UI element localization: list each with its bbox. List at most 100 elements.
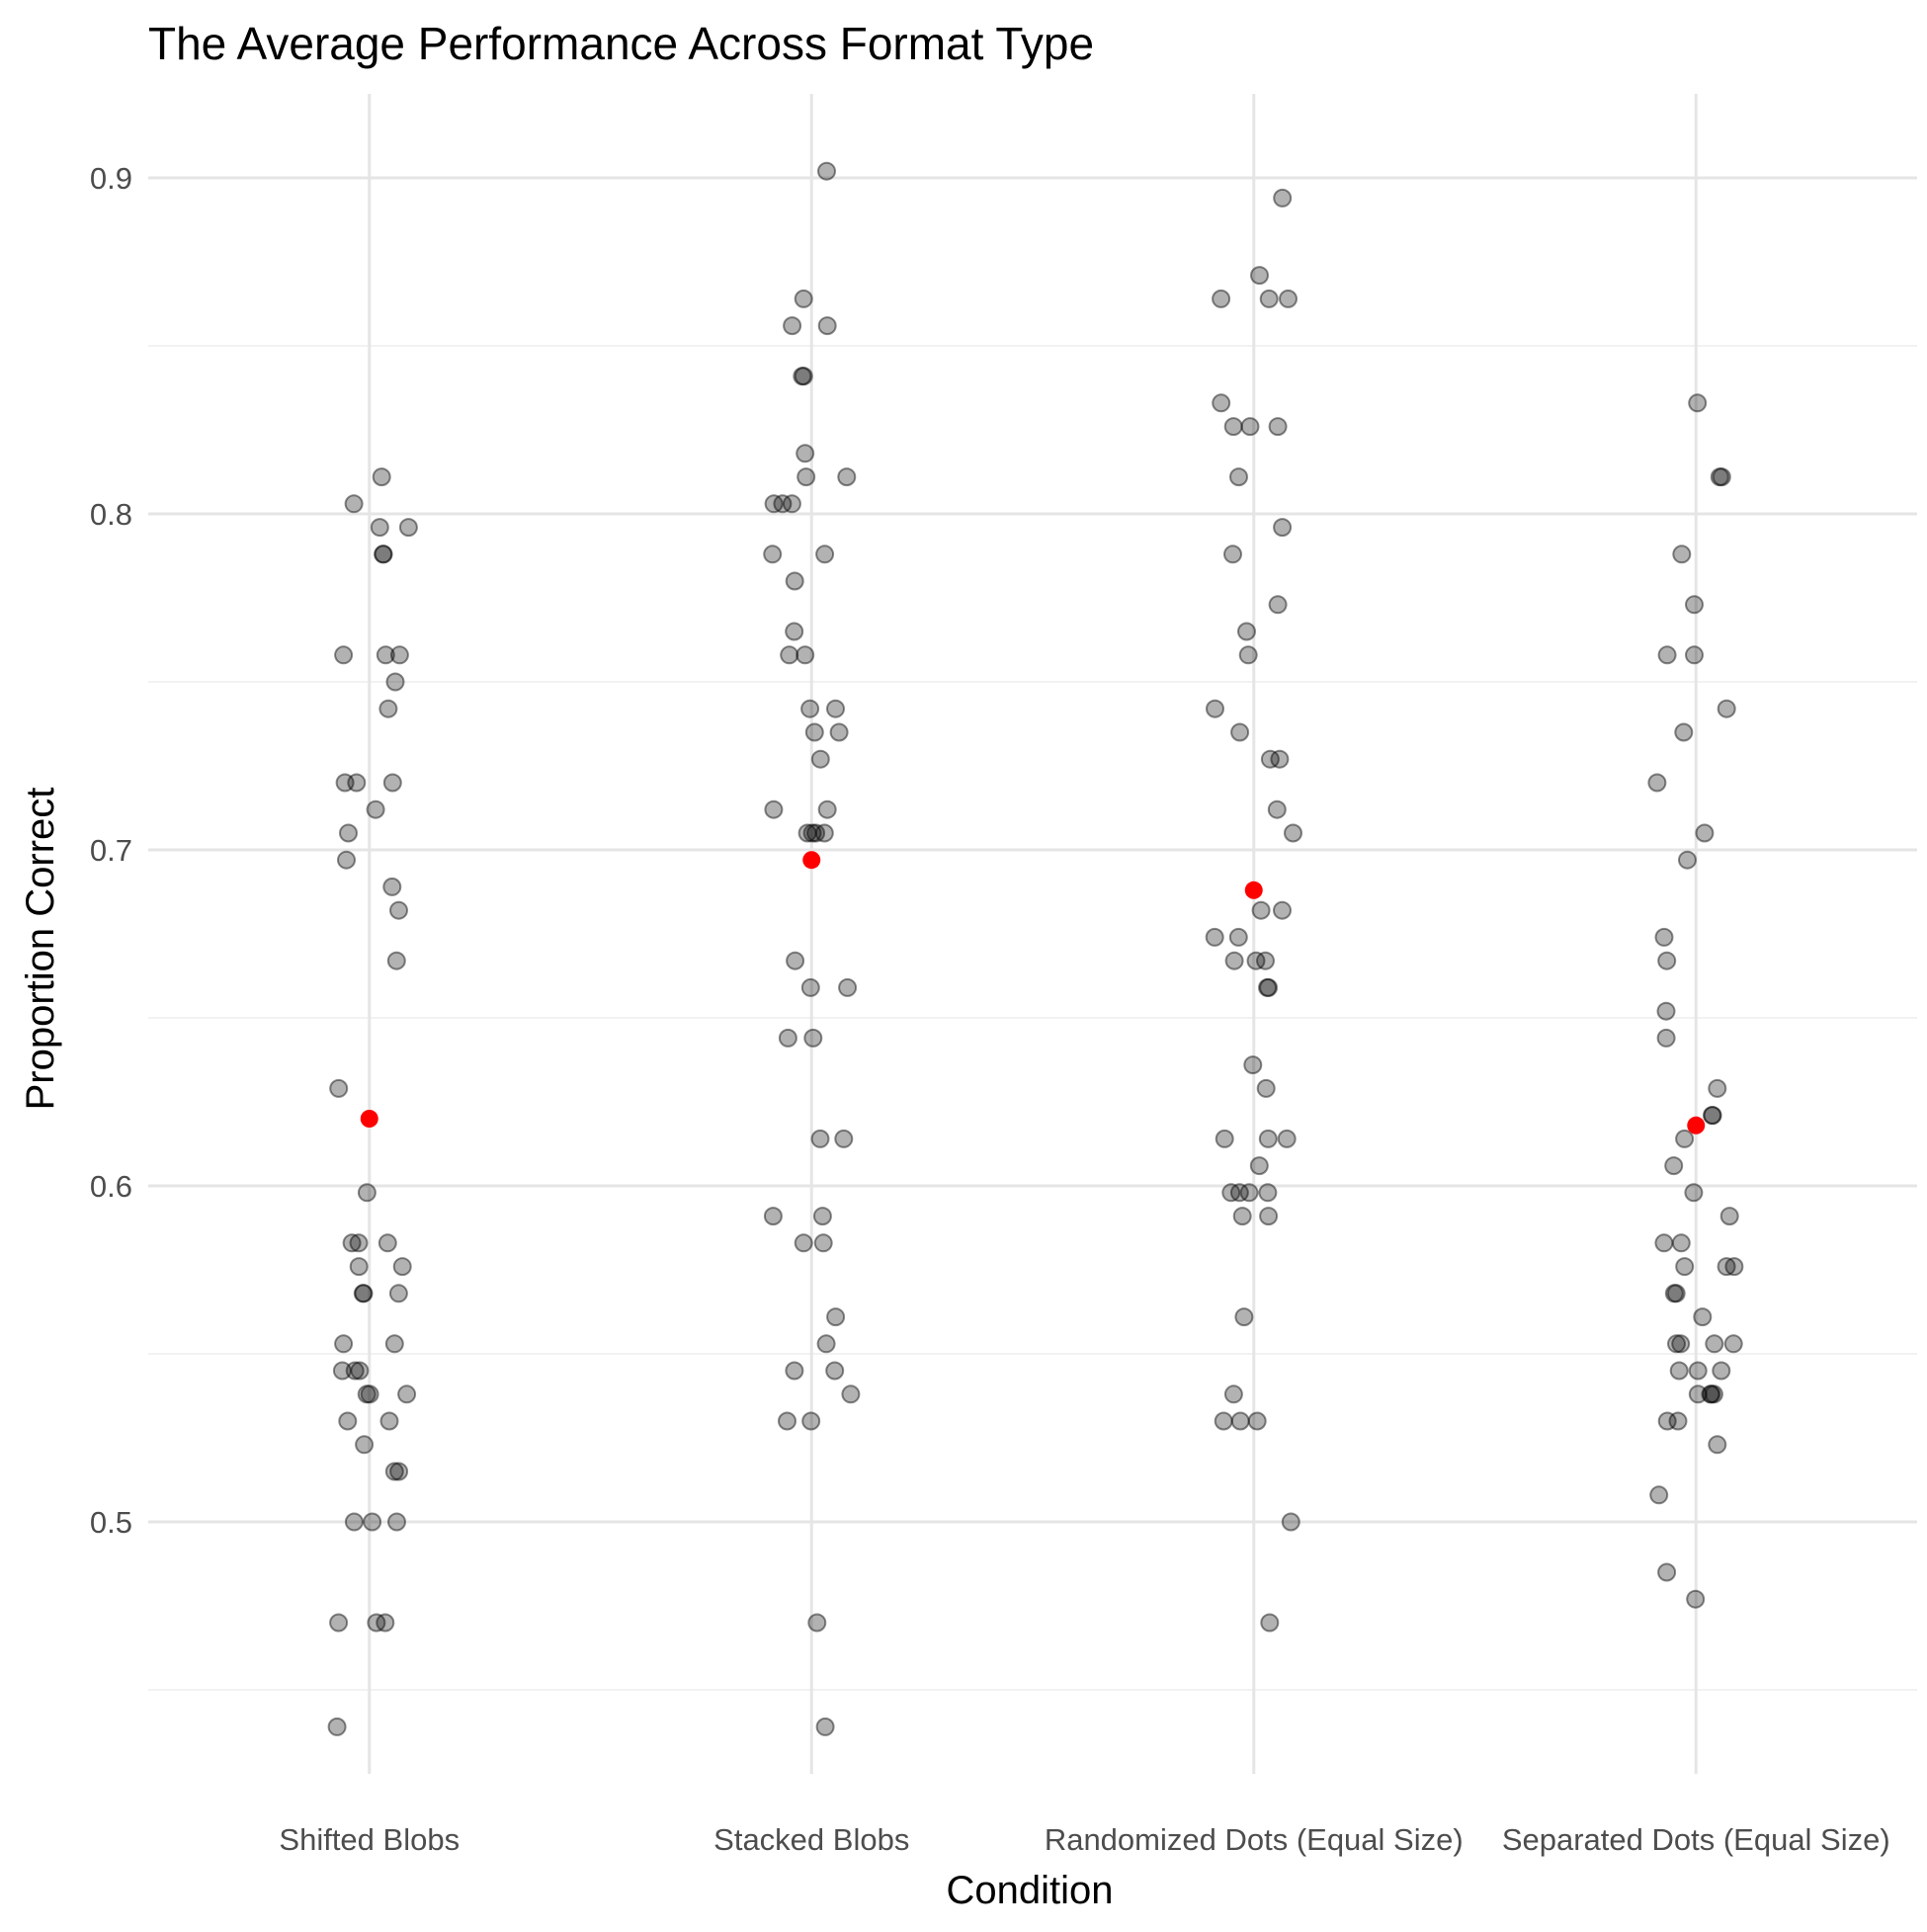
data-point [1686, 1589, 1706, 1609]
data-point [825, 1361, 845, 1381]
data-point [392, 1257, 412, 1277]
data-point [764, 494, 784, 514]
data-point [813, 1233, 833, 1253]
data-point [1237, 622, 1256, 641]
data-point [338, 1411, 358, 1431]
data-point [1703, 1106, 1721, 1126]
data-point [355, 1435, 375, 1455]
mean-point [802, 851, 821, 870]
data-point [1206, 699, 1224, 718]
data-point [1260, 749, 1280, 769]
data-point [339, 823, 358, 843]
data-point [794, 1233, 813, 1253]
data-point [357, 1385, 377, 1404]
data-point [1708, 1435, 1727, 1455]
data-point [335, 773, 355, 793]
data-point [1258, 1183, 1278, 1203]
data-point [379, 1411, 399, 1431]
data-point [329, 1078, 349, 1098]
data-point [1212, 393, 1231, 413]
data-point [1212, 289, 1231, 308]
data-point [815, 1717, 835, 1736]
data-point [1268, 595, 1288, 615]
data-point [1685, 595, 1704, 615]
data-point [764, 799, 784, 819]
data-point [1239, 1183, 1259, 1203]
data-point [327, 1717, 347, 1736]
data-point [1657, 951, 1677, 970]
data-point [1205, 927, 1224, 947]
chart-title: The Average Performance Across Format Ty… [148, 18, 1094, 69]
data-point [382, 877, 402, 896]
data-point [778, 1028, 797, 1048]
data-point [826, 699, 845, 718]
data-point [360, 1385, 379, 1404]
data-point [376, 645, 395, 665]
data-point [386, 951, 406, 970]
data-point [783, 316, 802, 336]
data-point [1702, 1385, 1721, 1404]
data-point [1259, 977, 1279, 997]
data-point [1234, 1307, 1254, 1327]
data-point [1281, 1512, 1300, 1532]
data-point [1675, 1257, 1695, 1277]
data-point [398, 518, 418, 538]
data-point [801, 1411, 821, 1431]
data-point [1684, 1183, 1704, 1203]
data-point [1243, 1055, 1263, 1075]
data-point [816, 1334, 836, 1354]
data-point [329, 1613, 349, 1633]
data-point [387, 1512, 406, 1532]
data-point [797, 823, 817, 843]
data-point [367, 1613, 386, 1633]
data-point [804, 722, 824, 742]
data-point [1250, 266, 1269, 286]
data-point [778, 1411, 796, 1431]
data-point [389, 900, 408, 920]
data-point [1260, 1613, 1280, 1633]
data-point [763, 1207, 783, 1226]
data-point [807, 1613, 827, 1633]
data-point [1647, 773, 1667, 793]
x-tick-label: Separated Dots (Equal Size) [1502, 1822, 1890, 1857]
data-point [782, 494, 801, 514]
data-point [397, 1385, 417, 1404]
data-point [796, 444, 815, 463]
x-tick-labels: Shifted Blobs Stacked Blobs Randomized Dot… [279, 1822, 1889, 1857]
data-point [1273, 188, 1293, 208]
data-point [337, 850, 356, 870]
data-point [1708, 1078, 1727, 1098]
data-point [1666, 1284, 1686, 1303]
data-point [1688, 1385, 1708, 1404]
data-point [1230, 1411, 1250, 1431]
data-point [374, 545, 393, 564]
data-point [1256, 1078, 1276, 1098]
data-point [1279, 289, 1298, 308]
grid [148, 94, 1917, 1774]
data-point [785, 622, 804, 641]
data-point [1223, 417, 1243, 437]
data-point [814, 823, 834, 843]
data-point [1672, 545, 1692, 564]
data-point [378, 699, 398, 718]
data-point [1719, 1207, 1739, 1226]
y-tick-label: 0.5 [90, 1505, 132, 1540]
data-point [1712, 467, 1731, 487]
data-point [1259, 1207, 1279, 1226]
data-point [785, 571, 804, 591]
x-tick-label: Stacked Blobs [713, 1822, 909, 1857]
mean-point [1244, 881, 1263, 899]
data-point [1695, 823, 1715, 843]
data-point [1685, 645, 1704, 665]
data-point [806, 823, 826, 843]
data-point [1674, 722, 1694, 742]
y-tick-label: 0.7 [90, 833, 132, 868]
data-point [1223, 1385, 1243, 1404]
data-point [1664, 1156, 1684, 1176]
data-point [810, 749, 830, 769]
data-point [812, 1207, 832, 1226]
data-point [1223, 545, 1242, 564]
data-point [803, 1028, 823, 1048]
data-point [354, 1284, 374, 1303]
data-point [1657, 645, 1677, 665]
